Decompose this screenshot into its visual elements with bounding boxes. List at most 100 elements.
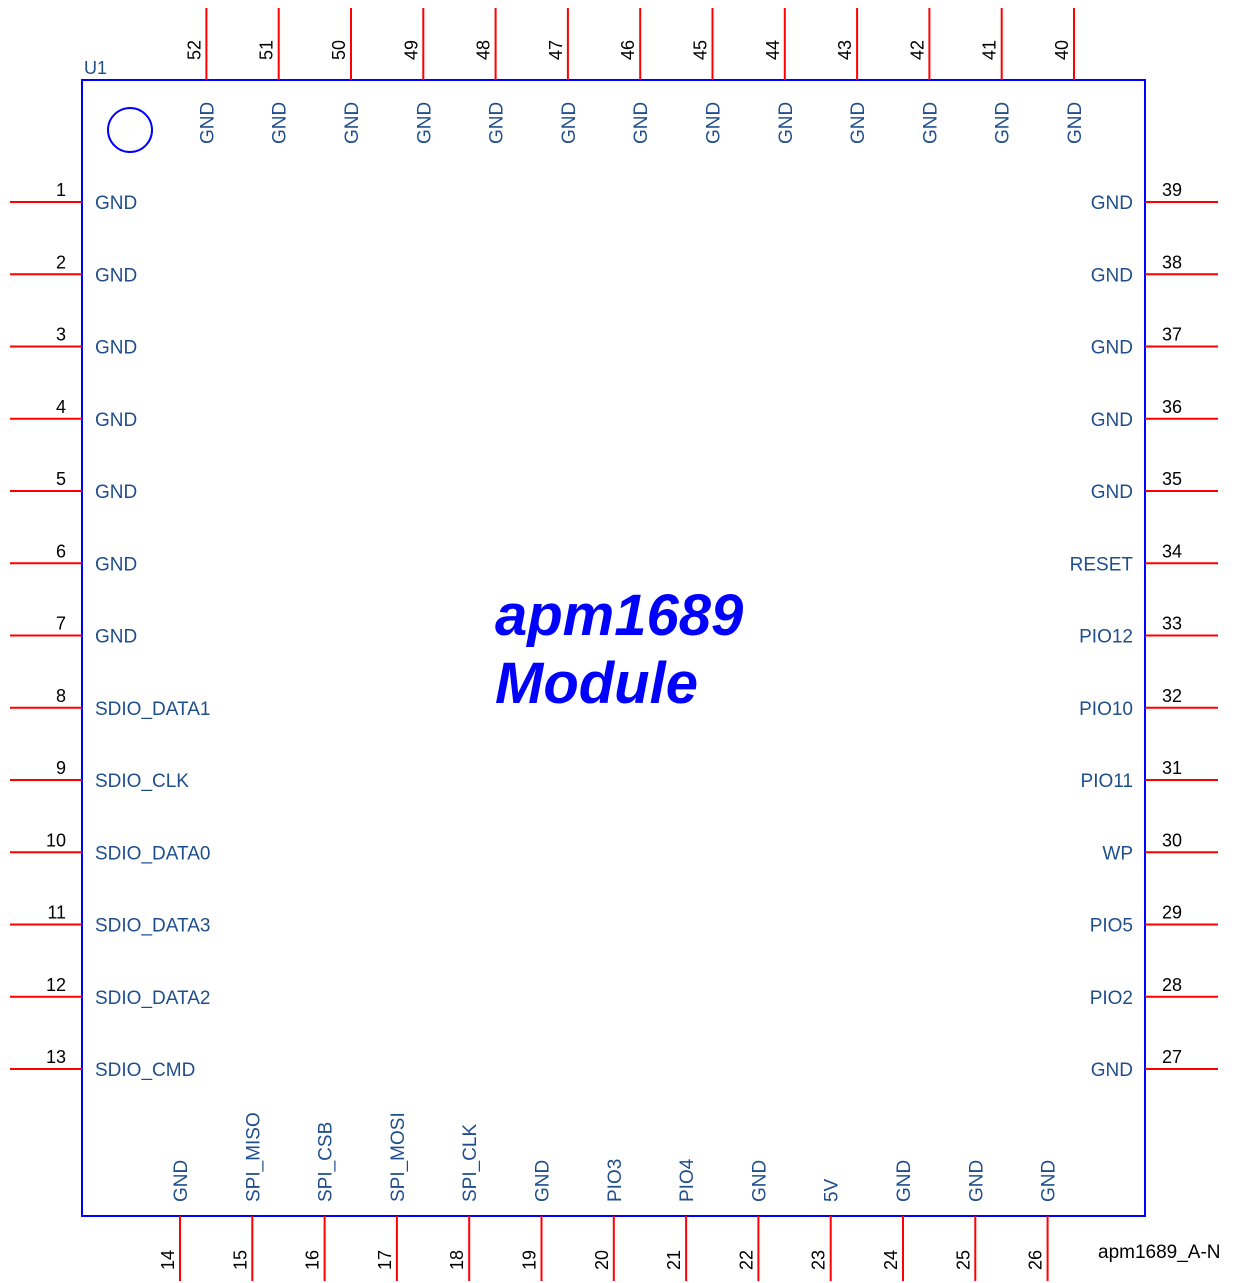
pin-18-number: 18	[447, 1250, 467, 1270]
pin-50-name: GND	[342, 102, 363, 144]
pin1-marker	[107, 107, 153, 153]
ref-designator: U1	[84, 58, 107, 78]
pin-21-name: PIO4	[677, 1158, 698, 1202]
pin-46-name: GND	[631, 102, 652, 144]
pin-group: 1 GND 2 GND 3 GND 4 GND 5 GND 6 GND 7 GND 8 SDIO_DATA1 9…	[10, 8, 1218, 1281]
pin-37-name: GND	[1091, 338, 1133, 359]
pin-22-name: GND	[749, 1160, 770, 1202]
pin-34-name: RESET	[1070, 554, 1134, 575]
pin-30-number: 30	[1162, 830, 1182, 850]
pin-37-number: 37	[1162, 325, 1182, 345]
pin-9-number: 9	[56, 758, 66, 778]
pin-51-name: GND	[270, 102, 291, 144]
pin-2-number: 2	[56, 252, 66, 272]
pin-27-number: 27	[1162, 1047, 1182, 1067]
part-name: apm1689_A-N	[1098, 1242, 1221, 1263]
pin-12-number: 12	[46, 975, 66, 995]
pin-39-number: 39	[1162, 180, 1182, 200]
pin-41-number: 41	[980, 40, 1000, 60]
pin-4-name: GND	[95, 410, 137, 431]
pin-27-name: GND	[1091, 1060, 1133, 1081]
pin-24-name: GND	[894, 1160, 915, 1202]
pin-5-number: 5	[56, 469, 66, 489]
pin-1-name: GND	[95, 193, 137, 214]
pin-31-name: PIO11	[1081, 771, 1133, 792]
pin-52-number: 52	[184, 40, 204, 60]
pin-38-number: 38	[1162, 252, 1182, 272]
pin-49-number: 49	[401, 40, 421, 60]
pin-33-name: PIO12	[1079, 627, 1133, 648]
pin-28-name: PIO2	[1090, 988, 1133, 1009]
pin-41-name: GND	[993, 102, 1014, 144]
pin-4-number: 4	[56, 397, 66, 417]
pin-42-number: 42	[907, 40, 927, 60]
pin-6-number: 6	[56, 541, 66, 561]
pin-39-name: GND	[1091, 193, 1133, 214]
pin-21-number: 21	[664, 1250, 684, 1270]
pin-11-number: 11	[47, 903, 66, 923]
pin-33-number: 33	[1162, 614, 1182, 634]
pin-7-name: GND	[95, 627, 137, 648]
pin-17-number: 17	[375, 1250, 395, 1270]
pin-32-name: PIO10	[1079, 699, 1133, 720]
pin-43-number: 43	[835, 40, 855, 60]
pin-36-name: GND	[1091, 410, 1133, 431]
pin-30-name: WP	[1102, 843, 1133, 864]
pin-1-number: 1	[56, 180, 66, 200]
pin-40-name: GND	[1065, 102, 1086, 144]
pin-9-name: SDIO_CLK	[95, 771, 189, 792]
pin-32-number: 32	[1162, 686, 1182, 706]
pin-42-name: GND	[920, 102, 941, 144]
pin-43-name: GND	[848, 102, 869, 144]
pin-7-number: 7	[56, 614, 66, 634]
pin-19-name: GND	[533, 1160, 554, 1202]
pin-14-name: GND	[171, 1160, 192, 1202]
pin-35-number: 35	[1162, 469, 1182, 489]
pin-5-name: GND	[95, 482, 137, 503]
pin-48-name: GND	[487, 102, 508, 144]
pin-45-name: GND	[704, 102, 725, 144]
pin-29-name: PIO5	[1090, 916, 1133, 937]
pin-10-name: SDIO_DATA0	[95, 843, 210, 864]
pin-3-name: GND	[95, 338, 137, 359]
pin-13-name: SDIO_CMD	[95, 1060, 195, 1081]
pin-26-number: 26	[1026, 1250, 1046, 1270]
pin-38-name: GND	[1091, 265, 1133, 286]
pin-17-name: SPI_MOSI	[388, 1112, 409, 1202]
pin-44-name: GND	[776, 102, 797, 144]
pin-29-number: 29	[1162, 903, 1182, 923]
pin-26-name: GND	[1039, 1160, 1060, 1202]
pin-40-number: 40	[1052, 40, 1072, 60]
pin-19-number: 19	[520, 1250, 540, 1270]
pin-25-name: GND	[966, 1160, 987, 1202]
pin-13-number: 13	[46, 1047, 66, 1067]
pin-22-number: 22	[736, 1250, 756, 1270]
pin-14-number: 14	[158, 1250, 178, 1270]
pin-44-number: 44	[763, 40, 783, 60]
pin-45-number: 45	[691, 40, 711, 60]
pin-47-number: 47	[546, 40, 566, 60]
pin-31-number: 31	[1162, 758, 1182, 778]
pin-25-number: 25	[953, 1250, 973, 1270]
pin-23-name: 5V	[822, 1178, 843, 1202]
pin-46-number: 46	[618, 40, 638, 60]
pin-11-name: SDIO_DATA3	[95, 916, 210, 937]
pin-16-number: 16	[303, 1250, 323, 1270]
pin-34-number: 34	[1162, 541, 1182, 561]
pin-36-number: 36	[1162, 397, 1182, 417]
pin-15-name: SPI_MISO	[243, 1112, 264, 1202]
pin-20-number: 20	[592, 1250, 612, 1270]
pin-10-number: 10	[46, 830, 66, 850]
pin-8-number: 8	[56, 686, 66, 706]
pin-15-number: 15	[230, 1250, 250, 1270]
pin-28-number: 28	[1162, 975, 1182, 995]
pin-52-name: GND	[197, 102, 218, 144]
pin-8-name: SDIO_DATA1	[95, 699, 210, 720]
pin-51-number: 51	[257, 40, 277, 60]
pin-20-name: PIO3	[605, 1159, 626, 1202]
pin-47-name: GND	[559, 102, 580, 144]
module-title-line2: Module	[495, 651, 698, 716]
pin-24-number: 24	[881, 1250, 901, 1270]
component-body[interactable]	[81, 79, 1146, 1217]
